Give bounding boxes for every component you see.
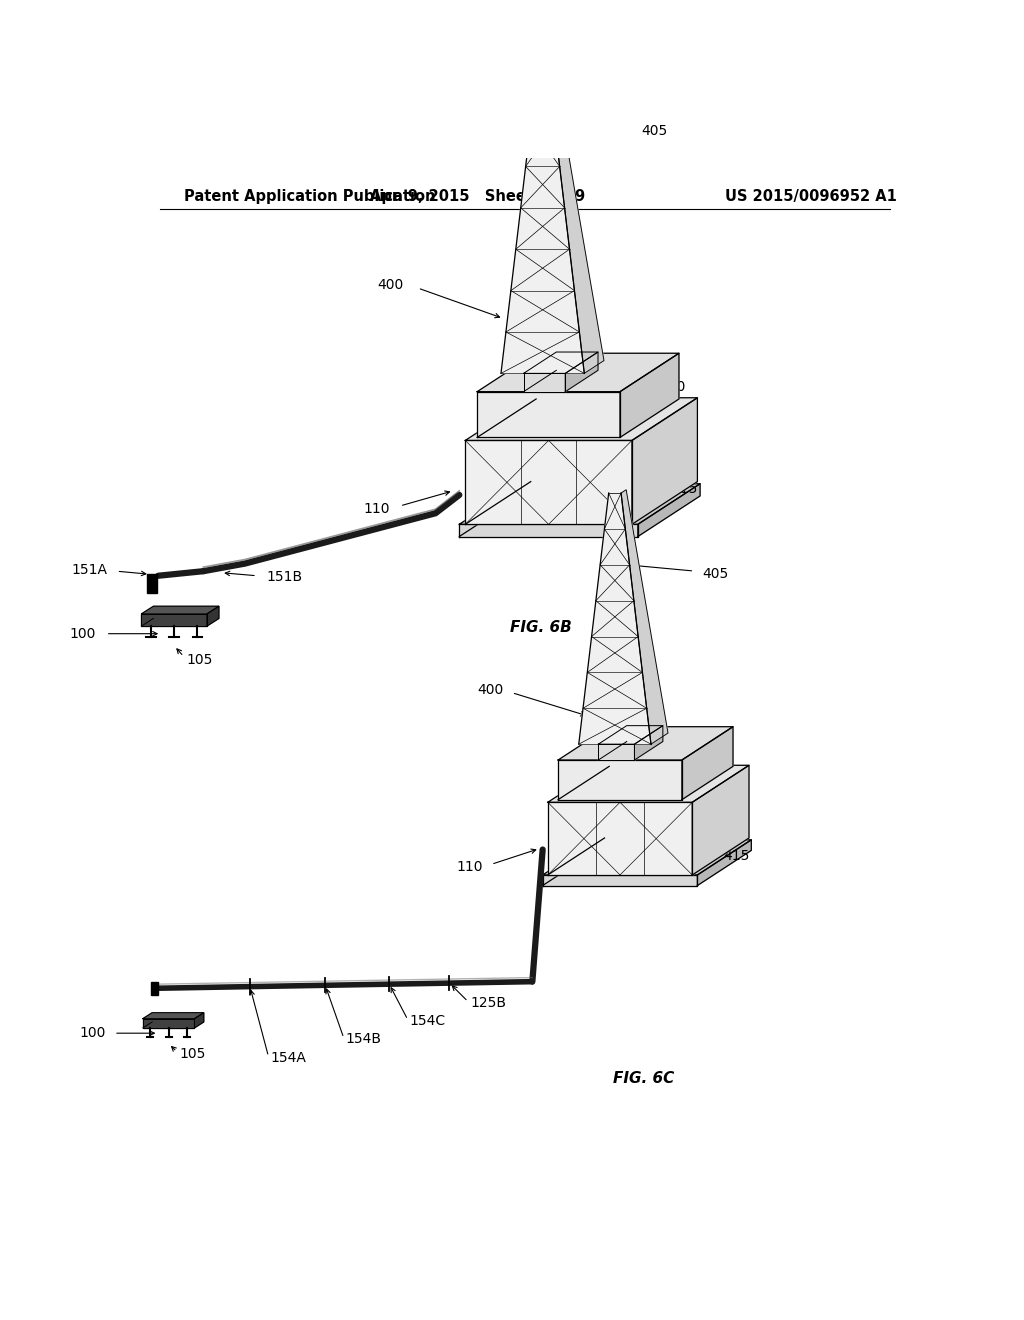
Bar [152,982,159,995]
Polygon shape [143,1019,195,1028]
Text: 410: 410 [659,380,686,395]
Polygon shape [460,483,700,524]
Bar [147,574,157,593]
Text: 110: 110 [457,861,483,874]
Text: 151A: 151A [71,562,106,577]
Polygon shape [635,726,663,760]
Polygon shape [621,354,679,437]
Text: 410: 410 [713,767,739,781]
Polygon shape [477,392,621,437]
Text: 105: 105 [186,652,213,667]
Polygon shape [682,727,733,800]
Text: 400: 400 [377,279,403,292]
Text: 105: 105 [179,1047,206,1061]
Polygon shape [501,83,585,374]
Text: 154C: 154C [410,1014,446,1028]
Text: 151B: 151B [266,570,303,585]
Text: Apr. 9, 2015   Sheet 8 of 9: Apr. 9, 2015 Sheet 8 of 9 [370,189,585,203]
Polygon shape [598,726,663,744]
Text: Patent Application Publication: Patent Application Publication [183,189,435,203]
Text: 154A: 154A [270,1051,306,1065]
Text: 405: 405 [702,566,729,581]
Polygon shape [465,441,632,524]
Polygon shape [465,397,697,441]
Polygon shape [622,490,668,744]
Polygon shape [207,606,219,626]
Polygon shape [477,354,679,392]
Polygon shape [195,1012,204,1028]
Polygon shape [558,760,682,800]
Polygon shape [697,840,752,886]
Polygon shape [543,875,697,886]
Polygon shape [548,803,692,875]
Text: 405: 405 [641,124,668,139]
Polygon shape [523,374,565,392]
Polygon shape [638,483,700,536]
Text: 400: 400 [477,682,504,697]
Text: 100: 100 [80,1026,105,1040]
Text: FIG. 6C: FIG. 6C [613,1071,675,1086]
Text: US 2015/0096952 A1: US 2015/0096952 A1 [725,189,896,203]
Polygon shape [143,1012,204,1019]
Text: 415: 415 [723,850,750,863]
Text: FIG. 6B: FIG. 6B [510,620,571,635]
Polygon shape [550,79,604,374]
Text: 110: 110 [364,502,390,516]
Text: 415: 415 [671,482,697,496]
Polygon shape [141,614,207,626]
Polygon shape [565,352,598,392]
Polygon shape [558,727,733,760]
Polygon shape [523,352,598,374]
Polygon shape [692,766,749,875]
Text: 125B: 125B [470,995,506,1010]
Polygon shape [141,606,219,614]
Polygon shape [598,744,635,760]
Polygon shape [548,766,749,803]
Text: 154B: 154B [346,1032,382,1047]
Polygon shape [579,494,651,744]
Polygon shape [543,840,752,875]
Polygon shape [632,397,697,524]
Text: 100: 100 [70,627,96,640]
Polygon shape [460,524,638,536]
